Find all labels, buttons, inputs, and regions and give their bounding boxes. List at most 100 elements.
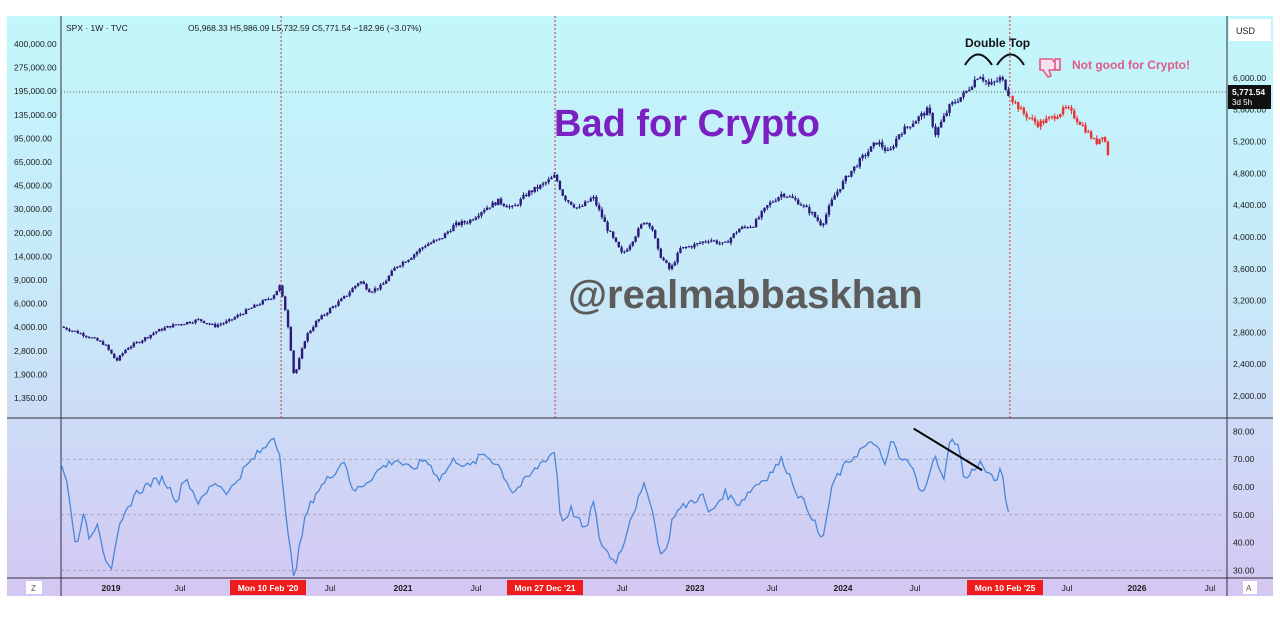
time-axis-marker-6 <box>507 580 583 595</box>
price-candle-body-209 <box>648 223 651 227</box>
price-candle-body-100 <box>342 296 346 299</box>
price-candle-body-205 <box>637 228 640 237</box>
price-candle-body-19 <box>115 358 119 361</box>
price-candle-body-12 <box>96 337 99 341</box>
price-candle-body-95 <box>328 308 332 313</box>
price-series <box>62 74 1010 374</box>
price-candle-body-117 <box>390 270 393 276</box>
price-candle-body-125 <box>412 254 416 259</box>
price-candle-body-105 <box>356 283 360 286</box>
forecast-candle-body-24 <box>1078 121 1082 125</box>
price-candle-body-182 <box>572 204 576 208</box>
goto-date-button[interactable] <box>26 581 42 594</box>
forecast-candle-body-9 <box>1036 122 1040 127</box>
price-candle-body-41 <box>177 324 180 326</box>
price-candle-body-262 <box>796 199 800 205</box>
price-candle-body-204 <box>634 236 637 242</box>
right-axis-tick-8: 2,800.00 <box>1233 327 1266 337</box>
price-candle-body-185 <box>581 205 584 207</box>
price-candle-body-107 <box>362 281 365 285</box>
price-candle-body-181 <box>569 201 573 205</box>
right-axis-tick-9: 2,400.00 <box>1233 359 1266 369</box>
price-candle-body-65 <box>244 309 248 315</box>
price-candle-body-332 <box>993 81 996 83</box>
price-candle-body-91 <box>317 319 321 322</box>
right-axis-tick-0: 6,000.00 <box>1233 73 1266 83</box>
price-candle-body-315 <box>945 112 948 116</box>
price-candle-body-0 <box>62 326 66 328</box>
auto-scale-button[interactable] <box>1243 581 1257 594</box>
price-candle-body-87 <box>306 333 309 342</box>
price-candle-body-48 <box>197 319 200 321</box>
price-candle-body-13 <box>99 340 102 342</box>
price-candle-body-327 <box>979 77 982 79</box>
price-candle-body-173 <box>547 179 550 183</box>
time-axis-tick-12: Mon 10 Feb '25 <box>975 583 1036 593</box>
currency-badge[interactable] <box>1229 19 1271 41</box>
price-candle-body-320 <box>959 97 962 102</box>
price-candle-body-39 <box>171 324 175 328</box>
price-candle-body-98 <box>337 301 340 306</box>
time-axis-tick-0: 2019 <box>102 583 121 593</box>
left-axis-tick-6: 45,000.00 <box>14 181 52 191</box>
price-candle-body-193 <box>603 217 606 222</box>
price-candle-body-243 <box>743 226 747 228</box>
price-candle-body-206 <box>639 224 643 229</box>
price-candle-body-175 <box>553 175 556 178</box>
price-candle-body-177 <box>558 181 562 190</box>
price-candle-body-334 <box>998 77 1002 81</box>
price-candle-body-231 <box>710 240 713 242</box>
price-candle-body-263 <box>799 204 803 206</box>
left-axis-tick-8: 20,000.00 <box>14 228 52 238</box>
price-candle-body-116 <box>387 275 391 281</box>
price-candle-body-56 <box>219 323 222 325</box>
price-candle-body-67 <box>250 307 253 309</box>
price-candle-body-305 <box>917 116 920 122</box>
price-candle-body-336 <box>1004 79 1007 91</box>
price-candle-body-57 <box>222 323 225 325</box>
right-axis-tick-3: 4,800.00 <box>1233 168 1266 178</box>
price-candle-body-76 <box>275 290 279 296</box>
price-candle-body-84 <box>298 358 301 370</box>
price-candle-body-30 <box>146 337 150 339</box>
price-candle-body-256 <box>780 194 783 198</box>
time-axis-ticks: 2019 Jul Mon 10 Feb '20 Jul 2021 Jul Mon 27 De… <box>102 580 1216 595</box>
rsi-trendline <box>913 427 983 472</box>
price-candle-body-251 <box>766 205 769 208</box>
price-candle-body-192 <box>600 209 604 218</box>
price-candle-body-155 <box>497 198 500 206</box>
price-candle-body-319 <box>956 101 960 103</box>
price-candle-body-79 <box>284 296 287 311</box>
forecast-candle-body-11 <box>1042 120 1045 123</box>
forecast-candle-body-20 <box>1067 107 1070 109</box>
price-candle-body-20 <box>118 355 122 361</box>
price-candle-body-279 <box>844 175 848 182</box>
price-candle-body-126 <box>415 251 419 255</box>
not-good-label: Not good for Crypto! <box>1072 58 1190 72</box>
price-candle-body-45 <box>188 321 192 324</box>
price-candle-body-42 <box>180 324 183 326</box>
price-candle-body-1 <box>65 327 68 330</box>
price-candle-body-289 <box>872 142 876 147</box>
time-axis-tick-15: Jul <box>1205 583 1216 593</box>
last-price-badge <box>1228 85 1271 109</box>
price-candle-body-284 <box>858 158 862 167</box>
forecast-candle-body-16 <box>1056 116 1059 119</box>
price-candle-body-316 <box>948 104 951 113</box>
price-candle-body-161 <box>513 205 517 207</box>
price-candle-body-140 <box>455 222 458 226</box>
price-candle-body-266 <box>808 207 811 214</box>
watermark-handle: @realmabbaskhan <box>568 273 923 317</box>
price-candle-body-235 <box>721 242 724 244</box>
price-candle-body-8 <box>85 336 88 338</box>
price-candle-body-232 <box>712 240 716 242</box>
price-candle-body-271 <box>822 223 825 226</box>
rsi-axis-tick-1: 70.00 <box>1233 454 1255 464</box>
price-candle-body-269 <box>816 217 819 221</box>
price-candle-body-141 <box>457 222 461 226</box>
price-candle-body-37 <box>166 326 169 328</box>
price-candle-body-291 <box>878 142 881 145</box>
price-candle-body-96 <box>331 306 335 309</box>
